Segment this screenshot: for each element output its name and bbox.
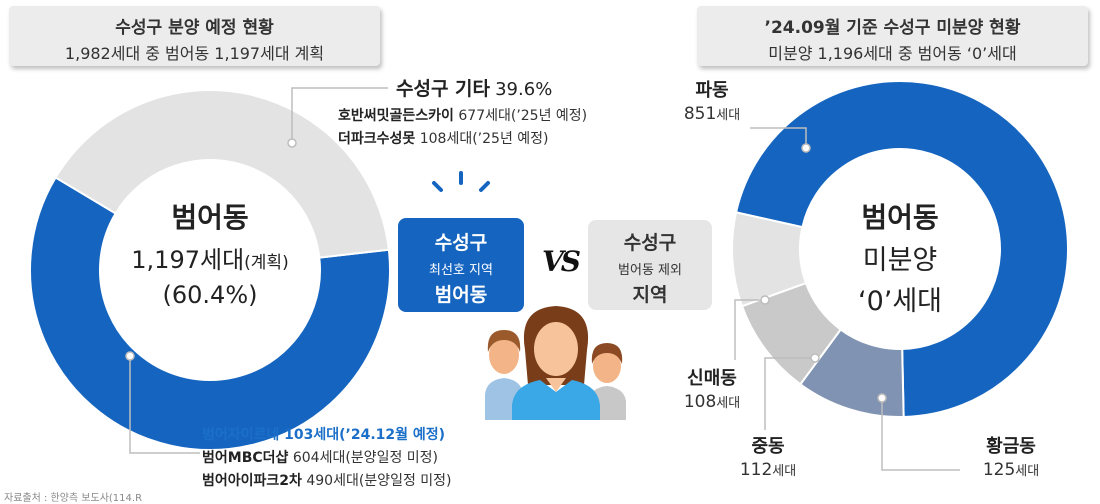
left-center-units-row: 1,197세대(계획) [120,240,300,275]
vs-left-line3: 범어동 [434,284,488,306]
leader-line-jungdong [764,357,815,430]
left-center-title: 범어동 [171,201,249,234]
right-leader-lines [734,127,960,471]
left-beomeo-list: 범어자이르네 103세대(’24.12월 예정) 범어MBC더샵 604세대(분… [202,424,452,490]
right-header-box: ’24.09월 기준 수성구 미분양 현황 미분양 1,196세대 중 범어동 … [697,6,1088,66]
label-jungdong-value: 112 [739,460,773,480]
leader-dot-jungdong [810,353,820,363]
vs-mark: VS [536,245,584,278]
label-padong-value-row: 851세대 [672,104,752,124]
label-sinmae-name: 신매동 [687,368,737,389]
label-padong-value: 851 [683,104,717,124]
donut-slice-other [54,89,390,259]
left-other-name: 수성구 기타 [396,78,491,100]
label-padong-unit: 세대 [716,108,741,123]
list-item: 범어아이파크2차 490세대(분양일정 미정) [202,470,452,490]
label-jungdong-value-row: 112세대 [728,460,808,480]
label-hwanggeum-value-row: 125세대 [966,460,1056,480]
label-sinmae-value-row: 108세대 [672,392,752,412]
label-padong-name: 파동 [695,80,729,101]
leader-dot-hwanggeum [877,393,887,403]
left-center-units-suffix: (계획) [244,253,289,273]
label-jungdong-unit: 세대 [772,464,797,479]
label-sinmae-value: 108 [683,392,717,412]
sparkle-icon [432,171,490,192]
person-center-icon [512,306,600,420]
left-beomeo-item-name: 범어MBC더샵 [202,450,289,466]
leader-line-other [291,87,388,143]
left-leader-dots [125,138,297,361]
leader-line-sinmae [734,299,765,360]
left-beomeo-item-value: 490세대(분양일정 미정) [306,473,452,489]
donut-slice-sinmae [731,211,808,308]
label-jungdong-name: 중동 [751,436,785,457]
left-header-box: 수성구 분양 예정 현황 1,982세대 중 범어동 1,197세대 계획 [9,6,380,66]
vs-left-line2: 최선호 지역 [429,263,493,278]
vs-right-line1: 수성구 [623,232,677,254]
leader-dot-padong [801,143,811,153]
left-beomeo-item-name: 범어아이파크2차 [202,473,302,489]
label-sinmae: 신매동 108세대 [672,364,752,412]
left-header-title: 수성구 분양 예정 현황 [115,18,274,38]
left-other-label: 수성구 기타 39.6% [396,74,552,101]
leader-dot-beomeo [125,351,135,361]
leader-line-hwanggeum [881,398,960,471]
right-header-title: ’24.09월 기준 수성구 미분양 현황 [764,18,1021,38]
right-center-title: 범어동 [861,201,939,234]
left-donut-chart [29,89,391,451]
right-center-sub: 미분양 [862,245,938,276]
right-center-zero: ‘0’세대 [857,286,943,317]
list-item: 범어자이르네 103세대(’24.12월 예정) [202,424,452,444]
left-center-label: 범어동 1,197세대(계획) (60.4%) [120,196,300,309]
vs-right-line2: 범어동 제외 [618,263,682,278]
left-leader-lines [129,87,388,454]
label-padong: 파동 851세대 [672,76,752,124]
vs-text: VS [542,245,581,278]
source-footer: 자료출처 : 한양측 보도사(114.R [4,493,143,504]
left-center-percent: (60.4%) [162,281,258,309]
left-beomeo-item-name: 범어자이르네 103세대(’24.12월 예정) [202,427,446,443]
label-hwanggeum-name: 황금동 [986,436,1036,457]
left-other-item-value: 108세대(’25년 예정) [419,131,549,147]
label-sinmae-unit: 세대 [716,396,741,411]
leader-dot-sinmae [760,295,770,305]
left-other-item-name: 더파크수성못 [338,131,416,147]
left-other-percent: 39.6% [495,79,553,100]
right-header-subtitle: 미분양 1,196세대 중 범어동 ‘0’세대 [768,44,1017,63]
people-icon [485,306,626,420]
left-other-item-value: 677세대(’25년 예정) [458,108,588,124]
label-hwanggeum-value: 125 [982,460,1016,480]
list-item: 범어MBC더샵 604세대(분양일정 미정) [202,447,452,467]
donut-slice-beomeo [29,176,391,451]
left-beomeo-item-value: 604세대(분양일정 미정) [292,450,438,466]
leader-line-padong [750,127,807,148]
vs-left-line1: 수성구 [434,232,488,254]
list-item: 호반써밋골든스카이 677세대(’25년 예정) [338,105,587,125]
left-other-item-name: 호반써밋골든스카이 [338,108,454,124]
vs-right-box: 수성구 범어동 제외 지역 [588,220,712,310]
label-hwanggeum-unit: 세대 [1015,464,1040,479]
leader-dot-other [287,138,297,148]
list-item: 더파크수성못 108세대(’25년 예정) [338,128,587,148]
right-center-label: 범어동 미분양 ‘0’세대 [830,196,970,318]
left-other-list: 호반써밋골든스카이 677세대(’25년 예정) 더파크수성못 108세대(’2… [338,105,587,148]
label-jungdong: 중동 112세대 [728,432,808,480]
left-center-units: 1,197세대 [131,246,245,274]
left-header-subtitle: 1,982세대 중 범어동 1,197세대 계획 [64,44,325,63]
donut-slice-padong [734,80,1069,418]
leader-line-beomeo [129,356,200,454]
label-hwanggeum: 황금동 125세대 [966,432,1056,480]
vs-left-box: 수성구 최선호 지역 범어동 [398,218,524,312]
vs-right-line3: 지역 [632,284,668,306]
right-leader-dots [760,143,887,403]
